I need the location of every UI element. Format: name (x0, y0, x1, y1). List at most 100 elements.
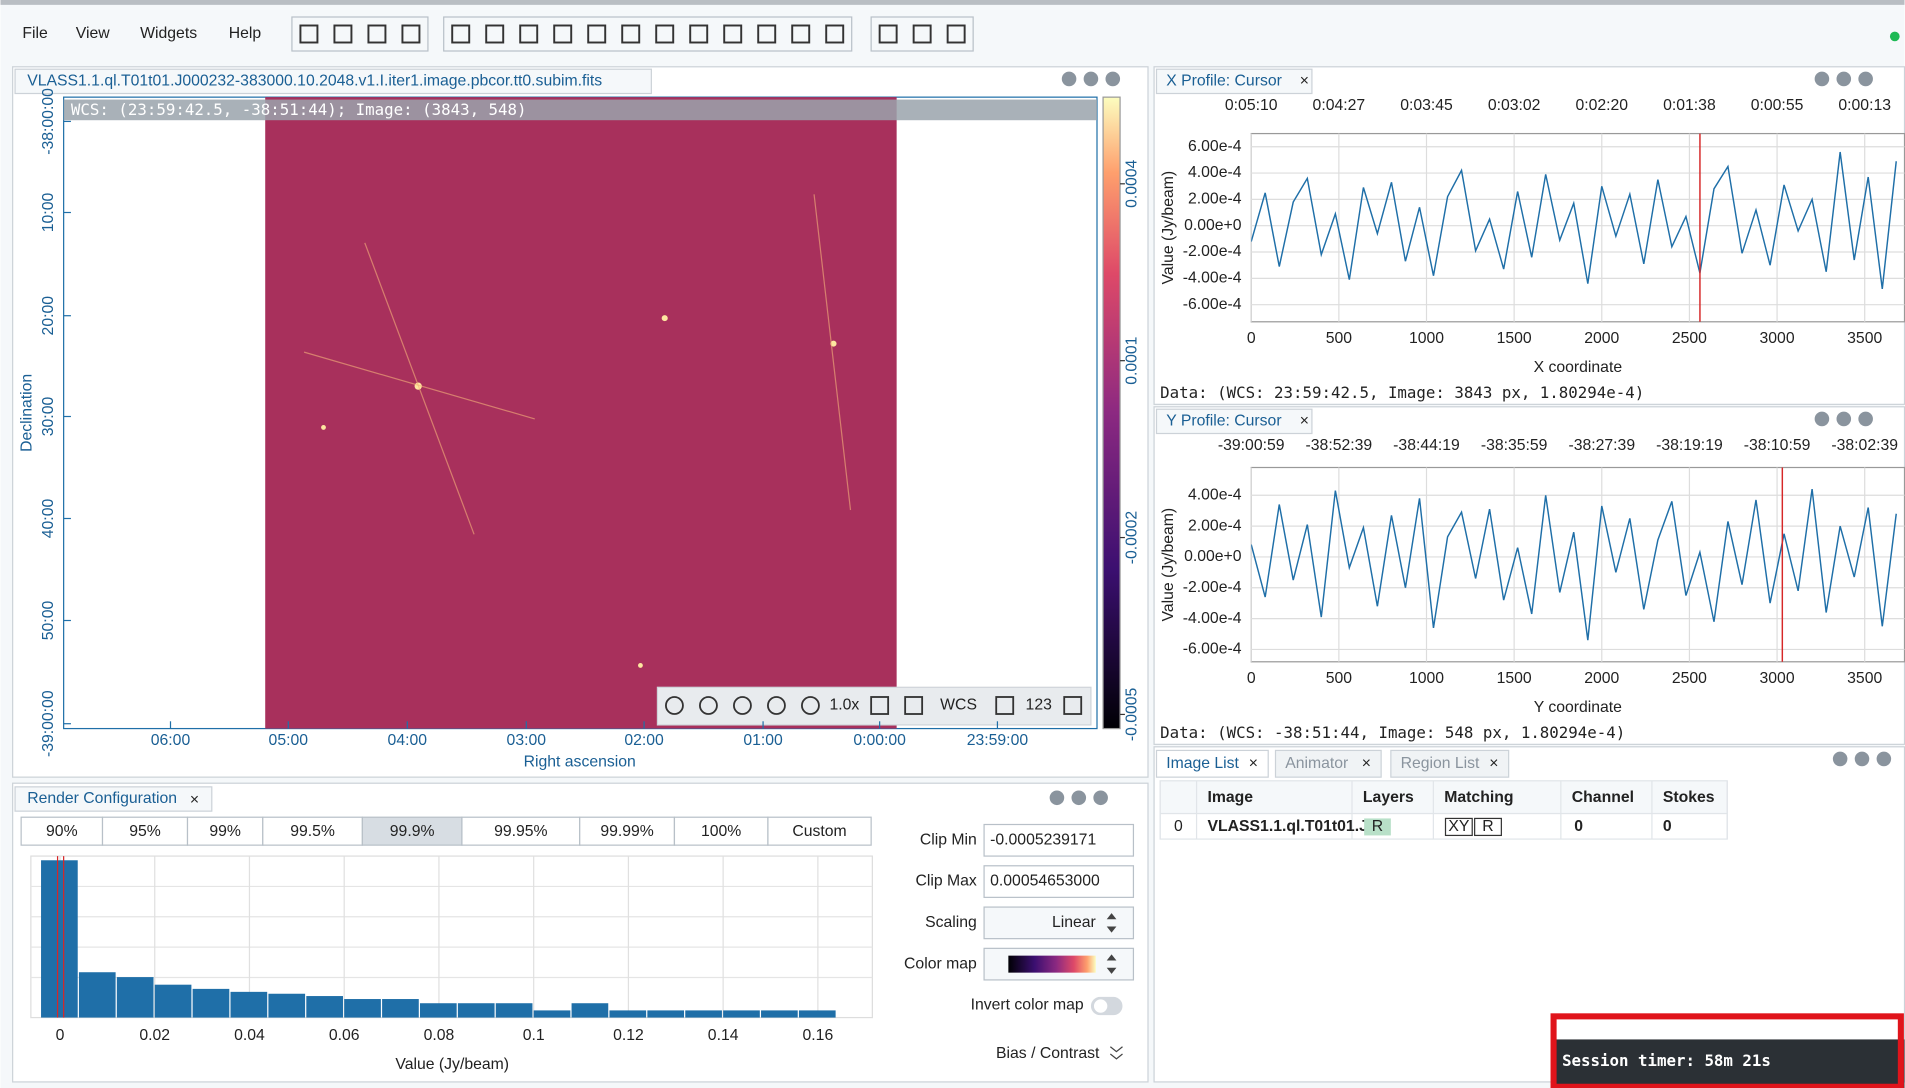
data-readout: Data: (WCS: -38:51:44, Image: 548 px, 1.… (1160, 723, 1625, 742)
panel-icon[interactable] (1084, 72, 1099, 87)
toggle-knob (1094, 999, 1107, 1012)
panel-icon[interactable] (1858, 72, 1873, 87)
row-matching: R (1482, 818, 1493, 835)
colorbar (1103, 97, 1120, 728)
wcs-tick-label: 0:04:27 (1313, 97, 1366, 114)
scaling-label: Scaling (925, 914, 977, 931)
wcs-tick-label: 0:02:20 (1575, 97, 1628, 114)
row-stokes: 0 (1663, 818, 1672, 835)
y-tick-label: 50:00 (40, 601, 57, 641)
clip-min-clip: -0.0005239171 (990, 831, 1096, 848)
y-tick-label: 4.00e-4 (1188, 164, 1242, 181)
toolbar-group (292, 17, 428, 51)
y-tick-label: 6.00e-4 (1188, 138, 1242, 155)
hist-bar (420, 1003, 457, 1017)
colorbar-tick-label: -0.0002 (1123, 511, 1140, 564)
panel-icon[interactable] (1837, 412, 1852, 427)
x-tick-label: 2000 (1584, 670, 1619, 687)
x-tick-label: 02:00 (624, 732, 664, 749)
viewer-tool-label[interactable]: 1.0x (830, 697, 860, 714)
table-header-cell: Stokes (1663, 789, 1715, 806)
y-tick-label: 4.00e-4 (1188, 486, 1242, 503)
panel-icon[interactable] (1062, 72, 1077, 87)
y-tick-label: -39:00:00 (40, 690, 57, 757)
hist-bar (117, 977, 154, 1017)
panel-icon[interactable] (1837, 72, 1852, 87)
hist-tick-label: 0.06 (329, 1027, 360, 1044)
close-icon[interactable]: × (1249, 755, 1258, 772)
hist-bar (685, 1010, 722, 1017)
source (638, 663, 643, 668)
y-tick-label: -4.00e-4 (1183, 610, 1242, 627)
hist-bar (41, 860, 78, 1017)
x-tick-label: 23:59:00 (967, 732, 1029, 749)
y-tick-label: 30:00 (40, 397, 57, 437)
menu-item[interactable]: Help (229, 25, 262, 42)
clip-max-value: 0.00054653000 (990, 873, 1100, 890)
x-tick-label: 500 (1326, 330, 1353, 347)
x-tick-label: 3000 (1760, 670, 1795, 687)
wcs-tick-label: -38:19:19 (1656, 437, 1723, 454)
viewer-tool-label[interactable]: 123 (1026, 697, 1053, 714)
menu-item[interactable]: Widgets (140, 25, 197, 42)
toolbar-group (444, 17, 852, 51)
list-tab-label: Image List (1166, 755, 1239, 772)
percentile-label: 99.5% (290, 823, 335, 840)
scaling-value: Linear (1052, 914, 1096, 931)
hist-tick-label: 0.16 (803, 1027, 834, 1044)
panel-icon[interactable] (1815, 412, 1830, 427)
close-icon[interactable]: × (1489, 755, 1498, 772)
hist-bar (306, 996, 343, 1018)
x-tick-label: 0:00:00 (853, 732, 906, 749)
wcs-tick-label: 0:05:10 (1225, 97, 1278, 114)
cursor-info: WCS: (23:59:42.5, -38:51:44); Image: (38… (71, 100, 527, 119)
panel-icon[interactable] (1093, 791, 1108, 806)
x-tick-label: 1500 (1497, 670, 1532, 687)
percentile-label: 100% (701, 823, 741, 840)
hist-tick-label: 0.08 (424, 1027, 455, 1044)
close-icon[interactable]: × (1300, 73, 1309, 90)
percentile-label: 90% (46, 823, 78, 840)
panel-icon[interactable] (1050, 791, 1065, 806)
page: VLASS1.1.ql.T01t01.J000232-383000.10.204… (0, 0, 1905, 1088)
color-map-preview (1008, 956, 1095, 973)
panel-icon[interactable] (1858, 412, 1873, 427)
status-dot (1890, 32, 1900, 42)
color-map-label: Color map (904, 955, 977, 972)
percentile-label: 99.99% (600, 823, 653, 840)
y-tick-label: -38:00:00 (40, 88, 57, 155)
menu-item[interactable]: View (76, 25, 111, 42)
x-tick-label: 0 (1247, 330, 1256, 347)
x-tick-label: 06:00 (151, 732, 191, 749)
wcs-tick-label: 0:00:13 (1838, 97, 1891, 114)
y-tick-label: 10:00 (40, 193, 57, 233)
wcs-tick-label: -38:35:59 (1481, 437, 1548, 454)
y-axis-label: Value (Jy/beam) (1160, 508, 1177, 622)
hist-bar (193, 989, 230, 1018)
hist-bar (344, 999, 381, 1018)
wcs-tick-label: 0:03:45 (1400, 97, 1453, 114)
hist-bar (761, 1010, 798, 1017)
list-tab-label: Animator (1285, 755, 1348, 772)
list-tab-label: Region List (1401, 755, 1480, 772)
row-index: 0 (1174, 818, 1183, 835)
panel-icon[interactable] (1833, 752, 1848, 767)
panel-icon[interactable] (1106, 72, 1121, 87)
histogram-x-label: Value (Jy/beam) (395, 1056, 509, 1073)
table-header-cell: Channel (1572, 789, 1634, 806)
close-icon[interactable]: × (1362, 755, 1371, 772)
panel-icon[interactable] (1855, 752, 1870, 767)
panel-icon[interactable] (1072, 791, 1087, 806)
viewer-tool-label[interactable]: WCS (940, 697, 977, 714)
percentile-label: 99.9% (390, 823, 435, 840)
panel-icon[interactable] (1877, 752, 1892, 767)
x-tick-label: 05:00 (269, 732, 309, 749)
y-axis-label: Declination (18, 374, 35, 452)
close-icon[interactable]: × (1300, 413, 1309, 430)
close-icon[interactable]: × (190, 791, 199, 808)
x-tick-label: 1000 (1409, 330, 1444, 347)
panel-icon[interactable] (1815, 72, 1830, 87)
menu-item[interactable]: File (22, 25, 48, 42)
hist-bar (609, 1010, 646, 1017)
y-tick-label: -6.00e-4 (1183, 641, 1242, 658)
